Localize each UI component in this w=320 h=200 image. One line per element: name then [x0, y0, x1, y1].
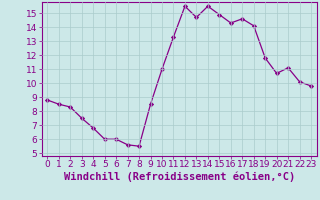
X-axis label: Windchill (Refroidissement éolien,°C): Windchill (Refroidissement éolien,°C) [64, 172, 295, 182]
